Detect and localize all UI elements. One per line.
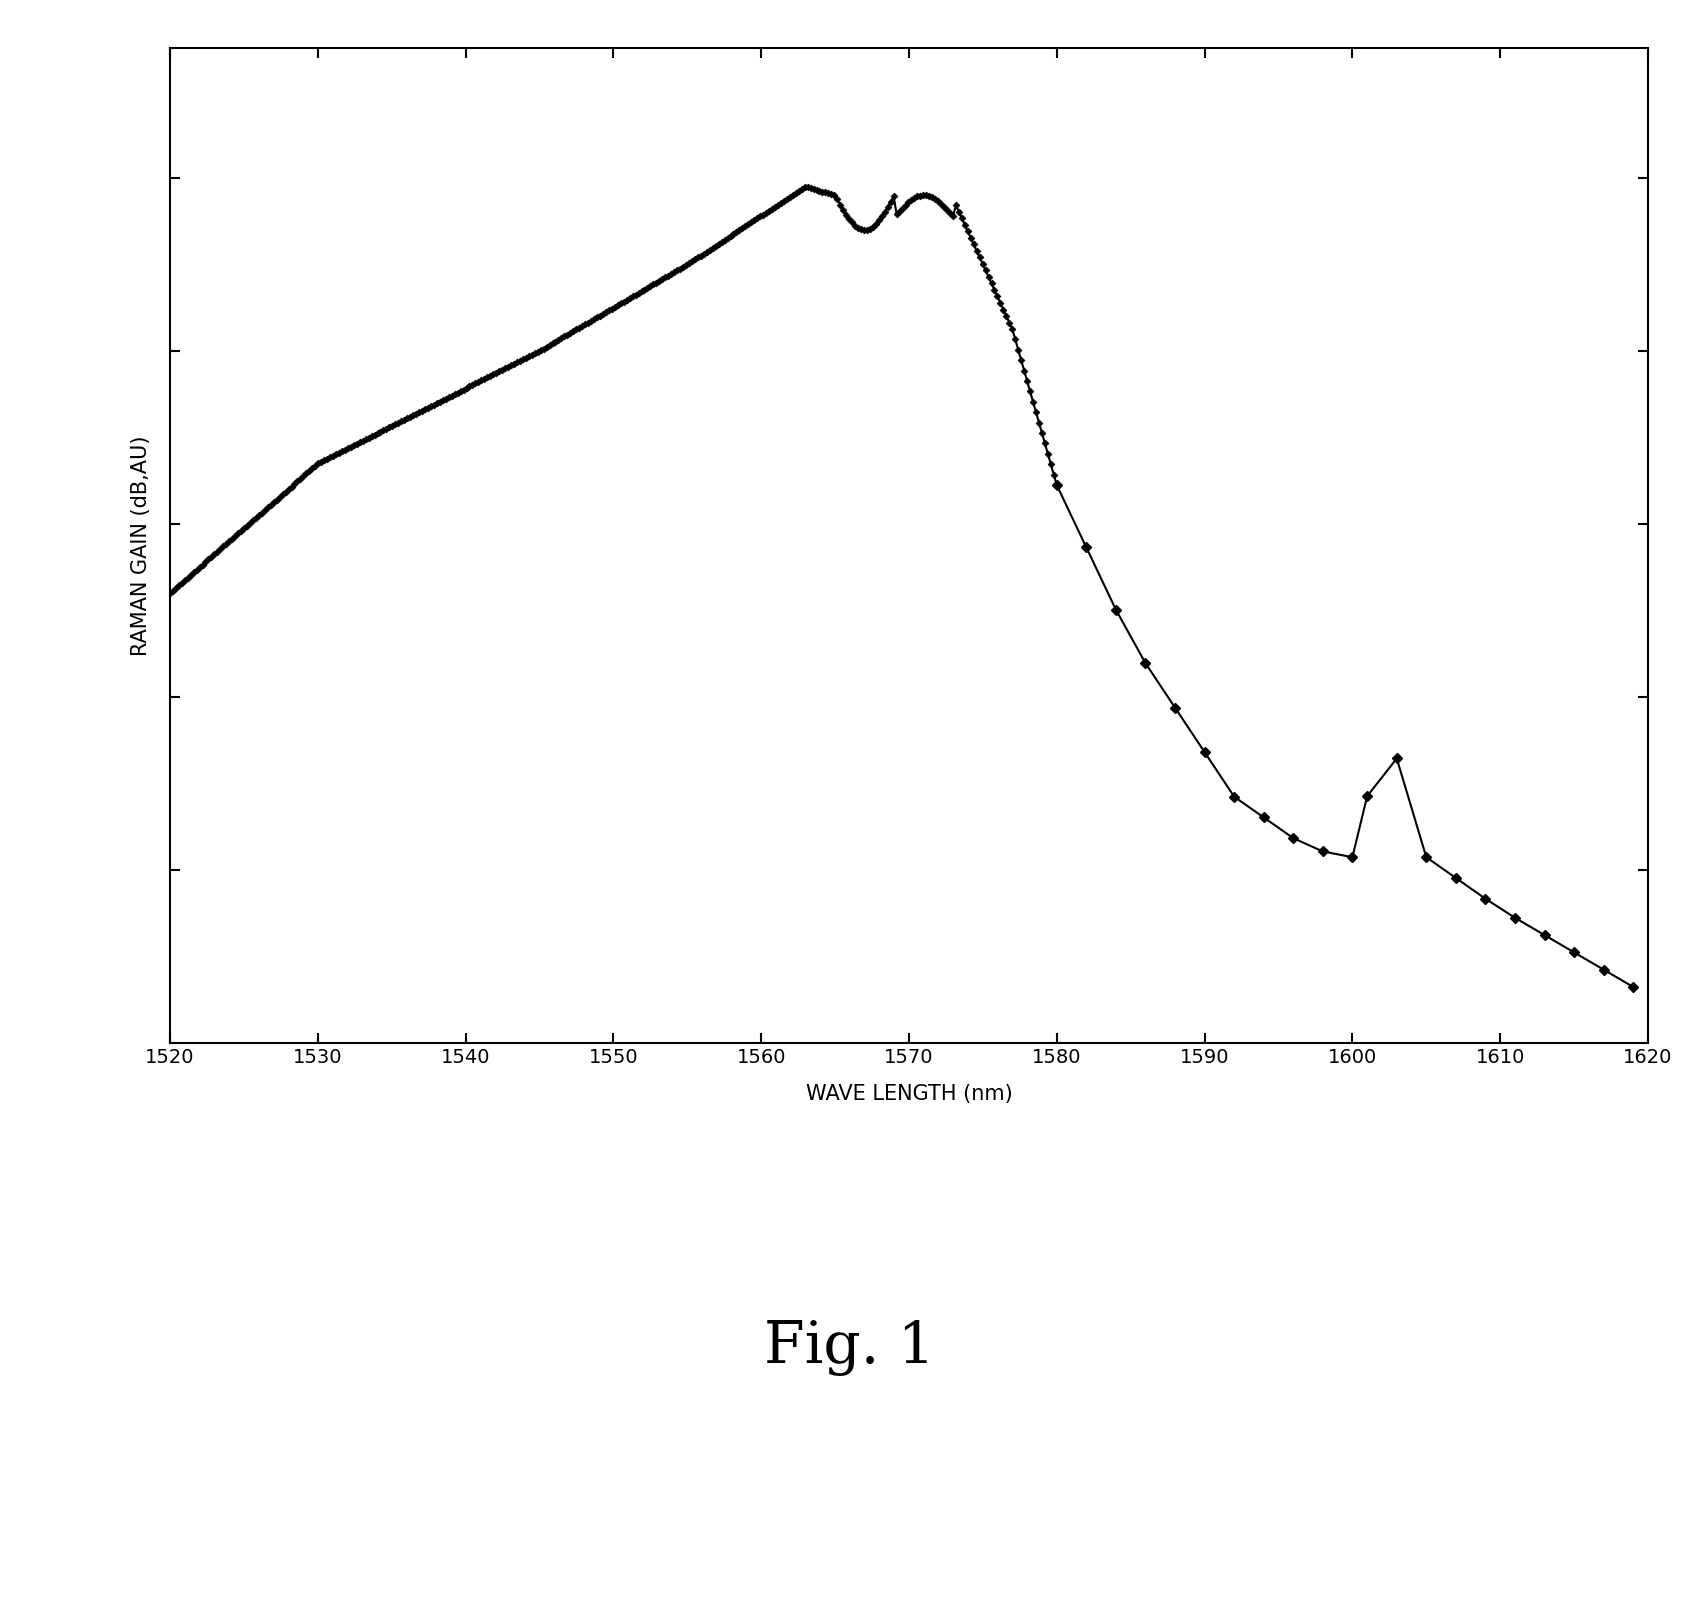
Y-axis label: RAMAN GAIN (dB,AU): RAMAN GAIN (dB,AU) <box>131 435 151 656</box>
X-axis label: WAVE LENGTH (nm): WAVE LENGTH (nm) <box>805 1083 1012 1104</box>
Text: Fig. 1: Fig. 1 <box>764 1321 934 1375</box>
